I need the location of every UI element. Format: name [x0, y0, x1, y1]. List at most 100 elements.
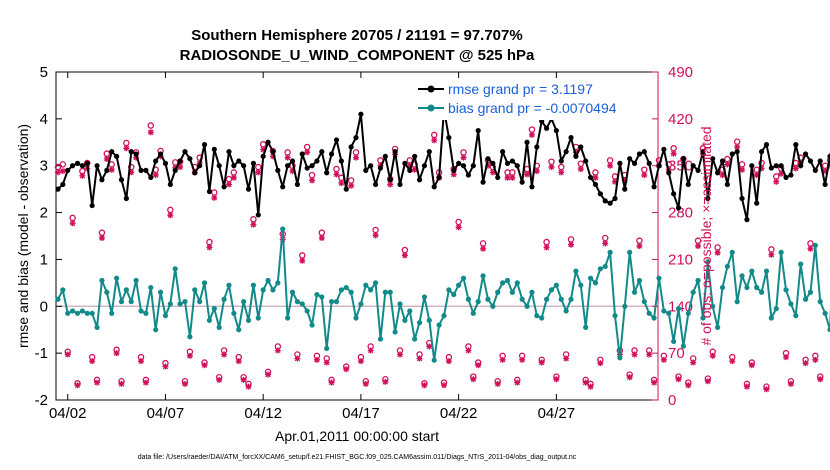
- bias-point: [328, 299, 335, 305]
- obs-assimilated-point: [558, 169, 565, 176]
- obs-assimilated-point: [123, 145, 130, 152]
- rmse-point: [646, 160, 652, 166]
- obs-assimilated-point: [641, 172, 648, 179]
- bias-point: [636, 277, 643, 284]
- rmse-point: [817, 158, 823, 164]
- obs-assimilated-point: [484, 162, 491, 169]
- rmse-point: [675, 205, 682, 211]
- rmse-point: [255, 212, 261, 218]
- obs-assimilated-point: [450, 171, 457, 178]
- rmse-point: [480, 179, 486, 185]
- bias-point: [485, 296, 491, 302]
- obs-possible-point: [773, 173, 780, 180]
- rmse-point: [416, 177, 423, 183]
- bias-point: [79, 308, 85, 314]
- rmse-point: [519, 179, 525, 185]
- bias-point: [255, 315, 261, 321]
- legend-rmse-marker: [427, 85, 435, 93]
- rmse-point: [666, 170, 672, 176]
- rmse-point: [495, 174, 501, 181]
- rmse-point: [612, 195, 618, 202]
- obs-assimilated-point: [59, 168, 66, 175]
- obs-assimilated-point: [338, 180, 345, 187]
- obs-assimilated-point: [343, 366, 350, 373]
- rmse-point: [705, 195, 711, 202]
- rmse-series: [55, 106, 830, 223]
- obs-assimilated-point: [504, 174, 511, 181]
- rmse-point: [402, 160, 408, 166]
- rmse-point: [744, 217, 750, 223]
- x-tick-label: 04/07: [147, 405, 185, 422]
- rmse-point: [353, 135, 359, 141]
- rmse-point: [597, 191, 603, 197]
- bias-point: [749, 268, 755, 274]
- bias-point: [377, 336, 384, 342]
- obs-assimilated-point: [362, 380, 369, 387]
- rmse-point: [157, 151, 164, 157]
- obs-assimilated-point: [309, 177, 316, 184]
- rmse-point: [460, 163, 467, 169]
- rmse-point: [661, 146, 667, 152]
- bias-point: [397, 301, 403, 307]
- bias-point: [412, 336, 418, 342]
- bias-point: [304, 308, 310, 314]
- obs-assimilated-point: [64, 351, 71, 358]
- bias-point: [55, 296, 61, 302]
- rmse-point: [153, 158, 159, 164]
- rmse-point: [758, 149, 765, 155]
- obs-assimilated-point: [787, 380, 794, 387]
- bias-point: [299, 301, 305, 307]
- obs-assimilated-point: [675, 376, 682, 383]
- rmse-point: [177, 158, 183, 164]
- obs-assimilated-point: [265, 371, 272, 378]
- rmse-point: [387, 177, 393, 183]
- obs-assimilated-point: [225, 181, 232, 188]
- bias-point: [382, 289, 388, 295]
- obs-assimilated-point: [387, 181, 394, 188]
- obs-assimilated-point: [553, 376, 560, 383]
- obs-assimilated-point: [538, 359, 545, 366]
- bias-point: [734, 299, 740, 305]
- obs-assimilated-point: [509, 174, 516, 181]
- rmse-point: [60, 181, 66, 188]
- obs-assimilated-point: [98, 235, 105, 242]
- bias-point: [470, 310, 476, 316]
- obs-assimilated-point: [778, 170, 785, 177]
- bias-point: [788, 301, 794, 307]
- bias-point: [226, 282, 232, 288]
- obs-assimilated-point: [704, 378, 711, 385]
- obs-assimilated-point: [568, 241, 575, 248]
- rmse-point: [729, 151, 735, 157]
- obs-assimilated-point: [587, 383, 594, 390]
- bias-point: [392, 329, 398, 335]
- rmse-point: [617, 160, 623, 166]
- bias-point: [84, 310, 90, 316]
- rmse-point: [719, 158, 726, 164]
- obs-assimilated-point: [167, 212, 174, 219]
- bias-point: [812, 242, 818, 248]
- rmse-point: [94, 163, 100, 169]
- rmse-point: [99, 177, 105, 183]
- rmse-point: [754, 200, 760, 206]
- rmse-point: [270, 149, 276, 155]
- right-tick-label: 420: [668, 111, 693, 128]
- obs-assimilated-point: [89, 358, 96, 365]
- obs-possible-point: [738, 161, 746, 168]
- bias-point: [685, 310, 691, 316]
- bias-point: [563, 308, 569, 314]
- bias-point: [113, 275, 120, 281]
- right-tick-label: 210: [668, 251, 693, 268]
- obs-possible-point: [59, 161, 67, 168]
- bias-point: [324, 345, 330, 352]
- rmse-point: [798, 163, 804, 169]
- bias-point: [451, 291, 457, 298]
- bias-point: [705, 259, 711, 265]
- right-tick-label: 140: [668, 298, 693, 315]
- bias-point: [724, 263, 730, 270]
- obs-possible-point: [733, 138, 741, 145]
- rmse-point: [656, 163, 662, 169]
- data-file-footnote: data file: /Users/raeder/DAI/ATM_forcXX/…: [138, 454, 577, 461]
- obs-assimilated-point: [230, 174, 237, 181]
- bias-point: [197, 299, 203, 305]
- bias-point: [241, 299, 247, 305]
